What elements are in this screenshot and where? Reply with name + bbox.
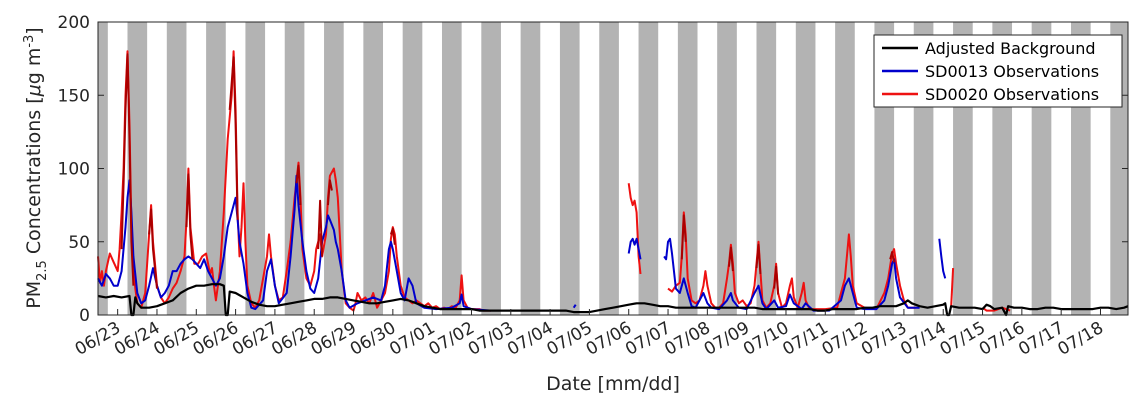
series-line (389, 227, 396, 245)
series-line (728, 246, 734, 272)
night-band (599, 22, 619, 315)
night-band (402, 22, 423, 315)
legend-label-sd0020: SD0020 Observations (925, 85, 1099, 104)
y-axis-label-prefix: PM (23, 281, 45, 309)
y-tick-label: 50 (68, 233, 90, 253)
night-band (795, 22, 816, 315)
series-group (97, 50, 1129, 317)
series-line (627, 237, 642, 260)
series-line (680, 214, 687, 260)
y-axis: 0 50 100 150 200 (58, 13, 1128, 326)
x-axis: 06/2306/2406/2506/2606/2706/2806/2906/30… (72, 309, 1107, 360)
series-line (185, 173, 194, 260)
legend-label-sd0013: SD0013 Observations (925, 62, 1099, 81)
night-band (559, 22, 580, 315)
night-band (245, 22, 266, 315)
x-tick-label: 07/18 (1055, 318, 1107, 360)
legend: Adjusted Background SD0013 Observations … (873, 34, 1123, 108)
y-tick-label: 200 (58, 13, 90, 33)
legend-label-background: Adjusted Background (925, 39, 1096, 58)
night-band (717, 22, 737, 315)
series-line (663, 237, 920, 312)
series-line (938, 238, 947, 279)
series-line (228, 56, 239, 220)
night-band (481, 22, 501, 315)
series-line (627, 183, 642, 275)
night-band (520, 22, 541, 315)
y-axis-label-middle: Concentrations [ (23, 96, 45, 260)
series-line (773, 265, 780, 295)
series-line (295, 164, 302, 206)
series-line (755, 243, 762, 275)
series-line (148, 208, 158, 289)
series-line (317, 199, 324, 257)
night-band (756, 22, 777, 315)
night-band (441, 22, 462, 315)
series-line (327, 179, 333, 206)
y-axis-label-suffix: ] (23, 27, 45, 34)
series-line (889, 251, 896, 263)
night-band (638, 22, 659, 315)
y-axis-label-mu: μ (23, 84, 45, 97)
x-axis-label: Date [mm/dd] (546, 373, 680, 395)
y-tick-label: 150 (58, 86, 90, 106)
y-tick-label: 100 (58, 160, 90, 180)
y-axis-label-subscript: 2.5 (35, 260, 50, 281)
series-line (981, 306, 1011, 312)
series-line (572, 304, 577, 309)
night-band (166, 22, 187, 315)
series-line (950, 268, 955, 308)
night-band (363, 22, 384, 315)
series-line (97, 174, 492, 312)
y-axis-label-unit: g m (23, 48, 45, 85)
series-line (120, 53, 135, 286)
y-axis-label-superscript: -3 (22, 35, 37, 48)
series-line (97, 283, 1129, 317)
y-tick-label: 0 (79, 306, 90, 326)
y-axis-label: PM2.5 Concentrations [μg m-3] (22, 27, 50, 308)
